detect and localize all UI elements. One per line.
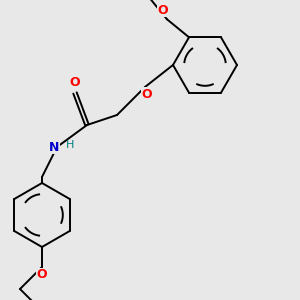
Text: H: H — [66, 140, 74, 150]
Text: N: N — [49, 140, 59, 154]
Text: O: O — [70, 76, 80, 89]
Text: O: O — [142, 88, 152, 100]
Text: O: O — [37, 268, 47, 281]
Text: O: O — [158, 4, 168, 17]
